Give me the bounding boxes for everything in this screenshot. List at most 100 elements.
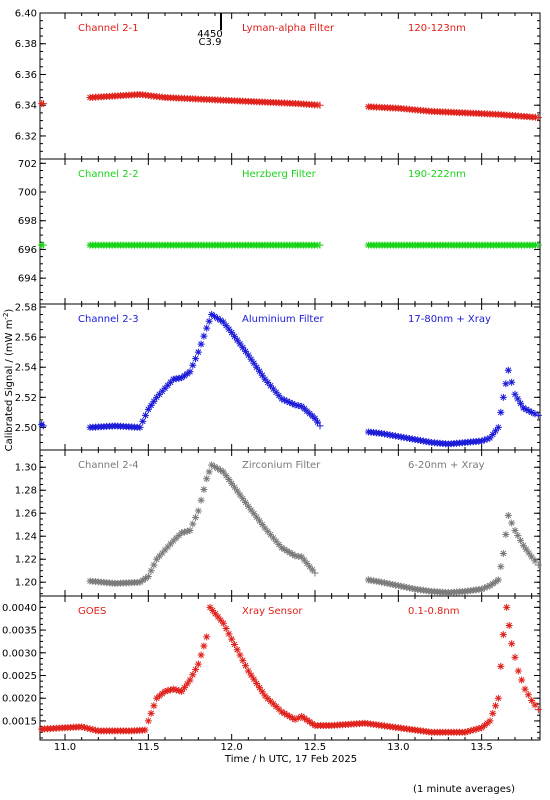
panel-4-point xyxy=(239,495,247,503)
panel-3-point xyxy=(205,317,213,325)
panel-4-point xyxy=(244,502,252,510)
panel-4-point xyxy=(298,553,306,561)
panel-1-frame xyxy=(39,12,541,160)
panel-4-point xyxy=(250,510,258,518)
panel-5-point xyxy=(83,724,91,732)
panel-3-point xyxy=(142,411,150,419)
panel-3-point xyxy=(208,311,216,319)
panel-4-point xyxy=(511,526,519,534)
panel-5-point xyxy=(244,667,252,675)
panel-3-point xyxy=(39,422,47,430)
panel-4-point xyxy=(303,559,311,567)
panel-3-label-2: Aluminium Filter xyxy=(242,314,325,325)
panel-3-point xyxy=(294,402,302,410)
x-axis-title: Time / h UTC, 17 Feb 2025 xyxy=(224,754,357,765)
panel-3-point xyxy=(164,381,172,389)
panel-3-point xyxy=(197,340,205,348)
panel-3-point xyxy=(267,382,275,390)
panel-3-point xyxy=(497,408,505,416)
x-tick-label: 13.0 xyxy=(387,742,409,753)
panel-4-frame xyxy=(39,449,541,597)
panel-5-point xyxy=(518,676,526,684)
panel-2-label-1: Channel 2-2 xyxy=(78,169,139,180)
panel-3-point xyxy=(389,431,397,439)
panel-5-point xyxy=(508,640,516,648)
panel-4-point xyxy=(497,563,505,571)
panel-3-point xyxy=(286,398,294,406)
panel-3-point xyxy=(230,332,238,340)
panel-5-label-2: Xray Sensor xyxy=(242,606,303,617)
panel-5-point xyxy=(236,651,244,659)
panel-3-point xyxy=(211,312,219,320)
panel-5-point xyxy=(258,688,266,696)
panel-4-point xyxy=(142,574,150,582)
panel-5-point xyxy=(250,675,258,683)
panel-3-point xyxy=(519,404,527,412)
panel-3-point xyxy=(280,396,288,404)
x-tick-label: 11.5 xyxy=(137,742,159,753)
panel-3-point xyxy=(264,379,272,387)
panel-5-point xyxy=(514,667,522,675)
panel-4-point xyxy=(525,549,533,557)
panel-4-point xyxy=(167,540,175,548)
panel-4-point xyxy=(502,530,510,538)
panel-5-point xyxy=(80,724,88,732)
panel-1-point xyxy=(534,114,542,122)
panel-2-label-2: Herzberg Filter xyxy=(242,169,317,180)
panel-5-point xyxy=(475,724,483,732)
panel-5-point xyxy=(225,630,233,638)
panel-4-point xyxy=(147,567,155,575)
panel-4-point xyxy=(192,513,200,521)
panel-4-point xyxy=(480,584,488,592)
panel-3-point xyxy=(192,355,200,363)
panel-2-y-tick-label: 696 xyxy=(18,245,37,256)
panel-4-label-2: Zirconium Filter xyxy=(242,460,321,471)
y-axis-title-close: ) xyxy=(4,309,15,313)
panel-4-point xyxy=(383,579,391,587)
panel-4-point xyxy=(286,549,294,557)
x-tick-label: 11.0 xyxy=(54,742,76,753)
panel-3-point xyxy=(155,390,163,398)
panel-5-point xyxy=(275,705,283,713)
x-tick-label: 13.5 xyxy=(471,742,493,753)
panel-3-point xyxy=(514,395,522,403)
panel-5-point xyxy=(180,684,188,692)
panel-3-point xyxy=(517,399,525,407)
panel-3-point xyxy=(228,329,236,337)
panel-5-point xyxy=(283,711,291,719)
panel-5-point xyxy=(303,716,311,724)
panel-4-point xyxy=(180,528,188,536)
panel-3-point xyxy=(522,405,530,413)
panel-4-point xyxy=(306,563,314,571)
panel-4-point xyxy=(161,546,169,554)
panel-5-y-tick-label: 0.0030 xyxy=(2,648,37,659)
panel-3-point xyxy=(150,397,158,405)
panel-5-point xyxy=(92,726,100,734)
panel-5-label-1: GOES xyxy=(78,606,106,617)
panel-4-point xyxy=(311,569,319,577)
panel-3-point xyxy=(425,438,433,446)
panel-5-y-tick-label: 0.0035 xyxy=(2,626,37,637)
x-tick-label: 12.0 xyxy=(221,742,243,753)
panel-5-point xyxy=(144,717,152,725)
panel-4-point xyxy=(214,464,221,472)
panel-5-point xyxy=(214,613,222,621)
panel-5-point xyxy=(89,726,97,734)
panel-4-point xyxy=(255,517,263,525)
panel-5-point xyxy=(209,607,217,615)
panel-3-point xyxy=(239,344,247,352)
annotation-layer: 4450 C3.9 xyxy=(197,13,223,48)
panel-5-point xyxy=(242,662,250,670)
panel-5-point xyxy=(253,679,261,687)
panel-5-point xyxy=(169,685,177,693)
panel-3-point xyxy=(272,388,280,396)
panel-3-point xyxy=(394,432,402,440)
panel-3-point xyxy=(283,397,291,405)
panel-4-label-1: Channel 2-4 xyxy=(78,460,139,471)
panel-5-point xyxy=(294,714,302,722)
panel-3-point xyxy=(180,372,188,380)
panel-3-point xyxy=(316,422,324,430)
panel-5-point xyxy=(200,642,208,650)
panel-5-point xyxy=(86,725,94,733)
